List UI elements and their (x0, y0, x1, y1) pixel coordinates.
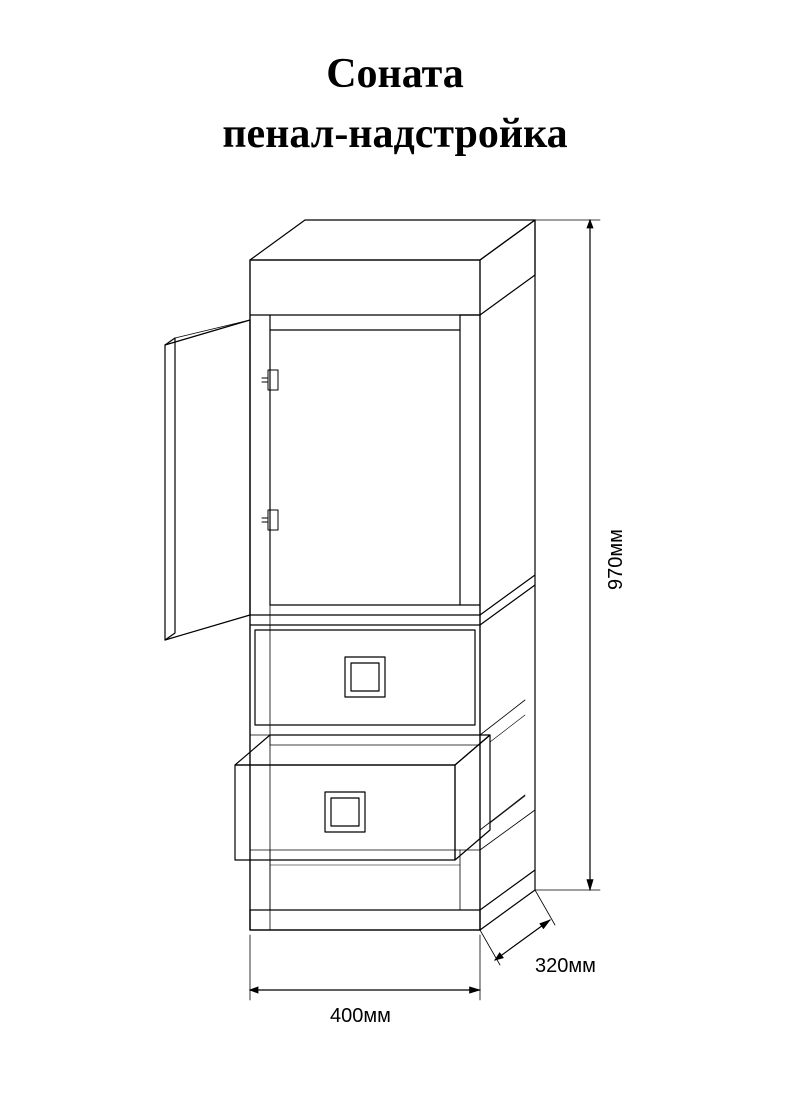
product-title-line1: Соната (0, 50, 790, 98)
dimension-depth: 320мм (535, 955, 596, 978)
cabinet-drawing (120, 210, 680, 1030)
dimension-width: 400мм (330, 1005, 391, 1028)
product-title-line2: пенал-надстройка (0, 110, 790, 158)
dimension-height: 970мм (605, 529, 628, 590)
